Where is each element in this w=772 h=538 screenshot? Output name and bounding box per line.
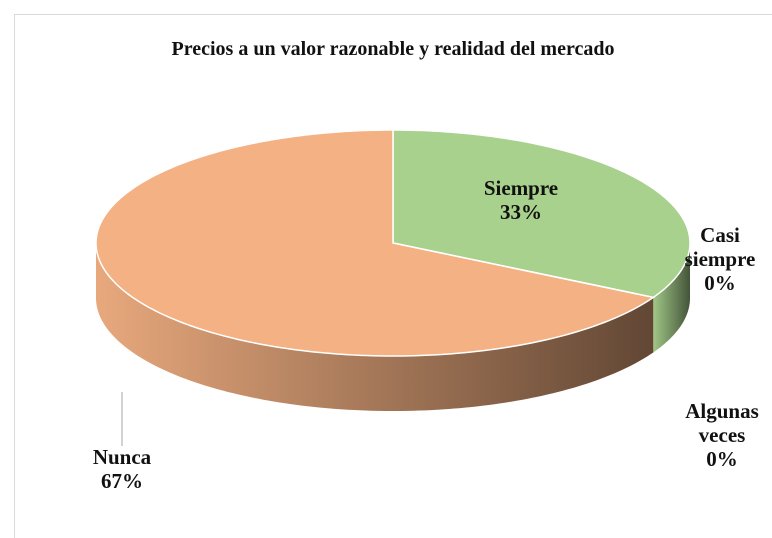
slice-side-shade <box>653 243 690 353</box>
chart-border <box>14 14 772 538</box>
label-value: 0% <box>704 271 736 295</box>
data-label: Casi siempre 0% <box>675 223 765 295</box>
label-category: Nunca <box>92 445 152 469</box>
slice-side-shade <box>96 243 654 411</box>
data-label: Siempre 33% <box>484 176 558 224</box>
data-label: Algunas veces 0% <box>677 399 767 471</box>
slice <box>392 129 691 299</box>
chart-title: Precios a un valor razonable y realidad … <box>171 38 615 60</box>
slice <box>95 129 656 357</box>
label-category: Casi siempre <box>684 223 756 271</box>
label-category: Algunas veces <box>685 399 759 447</box>
label-category: Siempre <box>483 176 559 200</box>
label-value: 67% <box>100 469 143 493</box>
data-label: Nunca 67% <box>93 445 151 493</box>
label-value: 0% <box>706 447 738 471</box>
label-value: 33% <box>500 200 542 224</box>
